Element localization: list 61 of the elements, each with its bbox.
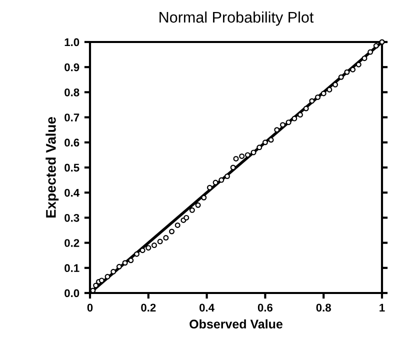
point [230, 164, 236, 170]
point [373, 43, 379, 49]
point [362, 56, 368, 62]
point [292, 116, 298, 122]
point [338, 74, 344, 80]
point [344, 69, 350, 75]
y-tick-label: 0.2 [64, 239, 80, 247]
y-tick-label: 0.3 [64, 214, 80, 222]
point [122, 260, 128, 266]
point [169, 228, 175, 234]
point [98, 278, 104, 284]
point [303, 106, 309, 112]
chart-title: Normal Probability Plot [160, 11, 314, 26]
y-tick-label: 0.7 [64, 114, 80, 122]
y-tick-label: 0.8 [64, 88, 80, 96]
point [174, 222, 180, 228]
point [262, 140, 268, 146]
point [212, 180, 218, 186]
point [146, 245, 152, 251]
point [104, 274, 110, 280]
point [189, 207, 195, 213]
point [286, 120, 292, 126]
point [233, 156, 239, 162]
point [151, 242, 157, 248]
point [218, 177, 224, 183]
point [157, 238, 163, 244]
point [256, 144, 262, 150]
point [320, 90, 326, 96]
point [309, 98, 315, 104]
point [140, 248, 146, 254]
point [315, 94, 321, 100]
x-tick-label: 0.8 [316, 304, 331, 312]
y-tick-label: 0.6 [64, 138, 80, 147]
y-axis-title: Expected Value [46, 117, 59, 218]
point [250, 150, 256, 156]
point [134, 251, 140, 257]
y-tick-label: 0.4 [64, 188, 80, 197]
point [184, 214, 190, 220]
point [224, 174, 230, 180]
x-tick-label: 1 [380, 304, 385, 312]
point [116, 264, 122, 270]
point [128, 258, 134, 264]
y-tick-label: 1.0 [64, 38, 80, 46]
y-tick-label: 0.1 [64, 264, 80, 272]
point [239, 153, 245, 159]
point [379, 39, 385, 45]
x-tick-label: 0 [87, 304, 93, 312]
y-tick-label: 0.9 [64, 63, 80, 72]
x-axis-title: Observed Value [190, 319, 282, 329]
y-tick-label: 0.0 [64, 289, 80, 298]
y-tick-label: 0.5 [64, 164, 80, 172]
point [110, 268, 116, 274]
point [195, 202, 201, 208]
x-tick-label: 0.4 [200, 304, 214, 312]
point [163, 235, 169, 241]
point [268, 137, 274, 143]
point [368, 49, 374, 55]
x-tick-label: 0.2 [141, 304, 156, 312]
point [297, 112, 303, 118]
x-tick-label: 0.6 [258, 304, 273, 312]
point [206, 184, 212, 190]
